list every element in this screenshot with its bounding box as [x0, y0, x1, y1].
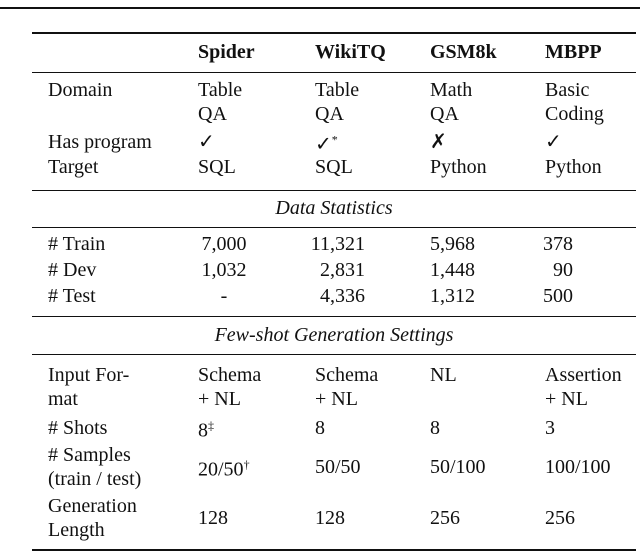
cell: Coding: [545, 103, 604, 125]
cell: Math: [430, 79, 473, 101]
row-label: (train / test): [48, 468, 142, 490]
cell: SQL: [315, 156, 353, 178]
footnote-mark: *: [331, 132, 338, 147]
cell: Schema: [198, 364, 262, 386]
row-label: # Dev: [48, 259, 97, 281]
rule: [32, 354, 636, 355]
row-label: Domain: [48, 79, 113, 101]
cell: 50/50: [315, 456, 361, 478]
rule: [32, 227, 636, 228]
cell: 1,312: [430, 285, 475, 307]
rule: [32, 549, 636, 551]
cell: 20/50†: [198, 457, 250, 481]
cell: 128: [198, 507, 228, 529]
cell: 8‡: [198, 418, 214, 442]
rule: [32, 316, 636, 317]
row-label: mat: [48, 388, 78, 410]
cell: 1,032: [201, 259, 247, 281]
rule: [32, 32, 636, 34]
cell: Basic: [545, 79, 590, 101]
cell: 500: [543, 285, 573, 307]
cell: ✓: [198, 131, 215, 153]
cell: 256: [545, 507, 575, 529]
cell: 7,000: [201, 233, 247, 255]
cell: Schema: [315, 364, 379, 386]
row-label: Has program: [48, 131, 152, 153]
column-header: Spider: [198, 41, 255, 63]
row-label: Generation: [48, 495, 137, 517]
cell: Python: [430, 156, 487, 178]
cell: SQL: [198, 156, 236, 178]
cell: 8: [430, 417, 440, 439]
column-header: WikiTQ: [315, 41, 386, 63]
column-header: MBPP: [545, 41, 602, 63]
cell: 4,336: [320, 285, 365, 307]
cell: NL: [430, 364, 457, 386]
cell: 128: [315, 507, 345, 529]
cell: 3: [545, 417, 555, 439]
cell: ✓: [545, 131, 562, 153]
cell: QA: [198, 103, 227, 125]
cell: 8: [315, 417, 325, 439]
column-header: GSM8k: [430, 41, 497, 63]
cell: 256: [430, 507, 460, 529]
cell: ✓*: [315, 132, 338, 156]
cell: -: [220, 285, 228, 307]
rule: [0, 7, 640, 9]
cell: 11,321: [310, 233, 365, 255]
cell: Python: [545, 156, 602, 178]
section-title: Few-shot Generation Settings: [214, 324, 454, 346]
section-title: Data Statistics: [275, 197, 393, 219]
cell: 50/100: [430, 456, 486, 478]
cell: Table: [315, 79, 360, 101]
cell: 100/100: [545, 456, 611, 478]
row-label: Length: [48, 519, 105, 541]
cell: Table: [198, 79, 243, 101]
cell: + NL: [198, 388, 241, 410]
cell: 90: [553, 259, 573, 281]
rule: [32, 190, 636, 191]
row-label: # Train: [48, 233, 106, 255]
rule: [32, 72, 636, 73]
cell: QA: [430, 103, 459, 125]
cell: QA: [315, 103, 344, 125]
footnote-mark: ‡: [208, 418, 214, 433]
cell: Assertion: [545, 364, 622, 386]
row-label: # Samples: [48, 444, 131, 466]
row-label: # Shots: [48, 417, 108, 439]
cell: + NL: [315, 388, 358, 410]
row-label: Input For-: [48, 364, 130, 386]
footnote-mark: †: [243, 457, 250, 472]
row-label: # Test: [48, 285, 96, 307]
cell: ✗: [430, 131, 447, 153]
row-label: Target: [48, 156, 99, 178]
cell: 1,448: [430, 259, 475, 281]
cell: 5,968: [430, 233, 475, 255]
cell: 2,831: [320, 259, 365, 281]
cell: 378: [543, 233, 573, 255]
cell: + NL: [545, 388, 588, 410]
